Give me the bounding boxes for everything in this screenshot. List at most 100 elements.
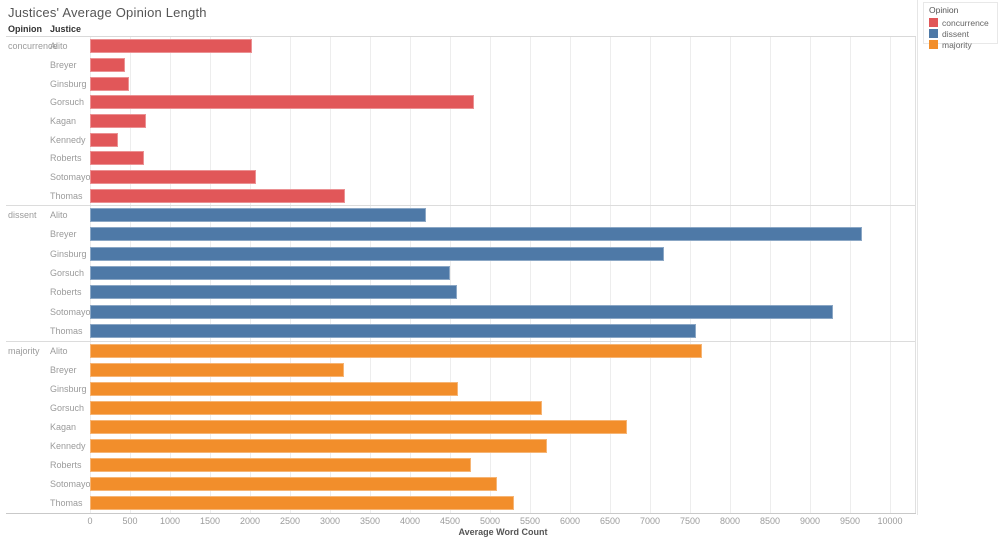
justice-label[interactable]: Kennedy [50,441,86,452]
header-divider-line [6,36,916,37]
bar-concurrence-breyer[interactable] [90,58,126,72]
legend-label: dissent [942,28,969,39]
bar-concurrence-alito[interactable] [90,39,253,54]
table-row: Thomas [0,322,916,341]
gridline [490,37,491,513]
justice-label[interactable]: Roberts [50,153,82,164]
justice-label[interactable]: Thomas [50,326,83,337]
opinion-label-dissent[interactable]: dissent [8,209,37,220]
bar-majority-roberts[interactable] [90,458,472,473]
x-axis-line [6,513,916,514]
justice-label[interactable]: Ginsburg [50,248,87,259]
legend-item-concurrence[interactable]: concurrence [924,17,997,28]
gridline [530,37,531,513]
table-row: Kennedy [0,437,916,456]
x-tick-label: 1500 [199,516,221,526]
bar-dissent-breyer[interactable] [90,227,862,242]
justice-label[interactable]: Gorsuch [50,402,85,413]
table-row: Sotomayor [0,302,916,321]
justice-label[interactable]: Breyer [50,60,77,70]
legend: Opinion concurrence dissent majority [923,2,998,50]
justice-label[interactable]: Breyer [50,229,77,240]
justice-label[interactable]: Alito [50,41,68,52]
table-row: Kagan [0,417,916,436]
x-tick-label: 4500 [439,516,461,526]
table-row: dissent Alito [0,205,916,224]
justice-label[interactable]: Breyer [50,364,77,375]
bar-dissent-thomas[interactable] [90,324,697,339]
x-tick-label: 1000 [159,516,181,526]
table-row: Ginsburg [0,74,916,93]
bar-majority-alito[interactable] [90,343,702,358]
x-tick-label: 9000 [799,516,821,526]
justice-label[interactable]: Sotomayor [50,479,94,490]
plot-area: concurrence Alito Breyer Ginsburg Gorsuch Kag… [0,37,916,513]
bar-concurrence-roberts[interactable] [90,151,145,166]
bar-majority-sotomayor[interactable] [90,477,497,492]
section-dissent: dissent Alito Breyer Ginsburg Gorsuch Roberts… [0,205,916,341]
plot-right-border [915,37,916,513]
table-row: Sotomayor [0,168,916,187]
bar-concurrence-thomas[interactable] [90,188,346,203]
bar-majority-kennedy[interactable] [90,439,547,454]
section-concurrence: concurrence Alito Breyer Ginsburg Gorsuch Kag… [0,37,916,205]
gridline [810,37,811,513]
bar-concurrence-gorsuch[interactable] [90,95,474,110]
gridline [730,37,731,513]
x-tick-label: 3000 [319,516,341,526]
table-row: Thomas [0,186,916,205]
justice-label[interactable]: Sotomayor [50,306,94,317]
table-row: Roberts [0,149,916,168]
justice-label[interactable]: Kagan [50,421,77,432]
legend-swatch-majority [929,40,938,49]
bar-concurrence-kennedy[interactable] [90,132,118,147]
bar-majority-thomas[interactable] [90,496,514,511]
table-row: Ginsburg [0,379,916,398]
opinion-label-majority[interactable]: majority [8,345,40,356]
legend-items: concurrence dissent majority [924,17,997,50]
x-tick-label: 5000 [479,516,501,526]
justice-label[interactable]: Thomas [50,498,83,509]
justice-label[interactable]: Ginsburg [50,383,87,394]
justice-label[interactable]: Alito [50,345,68,356]
x-tick-label: 2000 [239,516,261,526]
bar-majority-breyer[interactable] [90,362,345,377]
bar-dissent-alito[interactable] [90,207,426,222]
justice-label[interactable]: Roberts [50,287,82,298]
legend-label: concurrence [942,17,989,28]
legend-swatch-dissent [929,29,938,38]
chart-title: Justices' Average Opinion Length [8,5,207,20]
justice-label[interactable]: Sotomayor [50,172,94,183]
x-tick-label: 500 [122,516,138,526]
bar-concurrence-ginsburg[interactable] [90,76,130,91]
bar-dissent-sotomayor[interactable] [90,304,834,319]
x-tick-label: 7500 [679,516,701,526]
justice-label[interactable]: Kennedy [50,134,86,145]
gridline [690,37,691,513]
bar-concurrence-sotomayor[interactable] [90,170,256,185]
bar-majority-ginsburg[interactable] [90,381,458,396]
justice-label[interactable]: Gorsuch [50,97,85,108]
x-tick-label: 3500 [359,516,381,526]
justice-label[interactable]: Kagan [50,116,77,127]
bar-dissent-ginsburg[interactable] [90,246,664,261]
bar-majority-kagan[interactable] [90,419,627,434]
justice-label[interactable]: Thomas [50,190,83,201]
table-row: Gorsuch [0,398,916,417]
justice-label[interactable]: Roberts [50,460,82,471]
justice-label[interactable]: Gorsuch [50,267,85,278]
table-row: Breyer [0,224,916,243]
bar-concurrence-kagan[interactable] [90,114,146,129]
bar-dissent-gorsuch[interactable] [90,265,450,280]
bar-dissent-roberts[interactable] [90,285,458,300]
justice-label[interactable]: Ginsburg [50,78,87,89]
bar-majority-gorsuch[interactable] [90,400,542,415]
table-row: concurrence Alito [0,37,916,56]
opinion-label-concurrence[interactable]: concurrence [8,41,58,52]
table-row: Breyer [0,360,916,379]
justice-label[interactable]: Alito [50,209,68,220]
legend-item-majority[interactable]: majority [924,39,997,50]
legend-item-dissent[interactable]: dissent [924,28,997,39]
table-row: Gorsuch [0,93,916,112]
legend-label: majority [942,39,972,50]
